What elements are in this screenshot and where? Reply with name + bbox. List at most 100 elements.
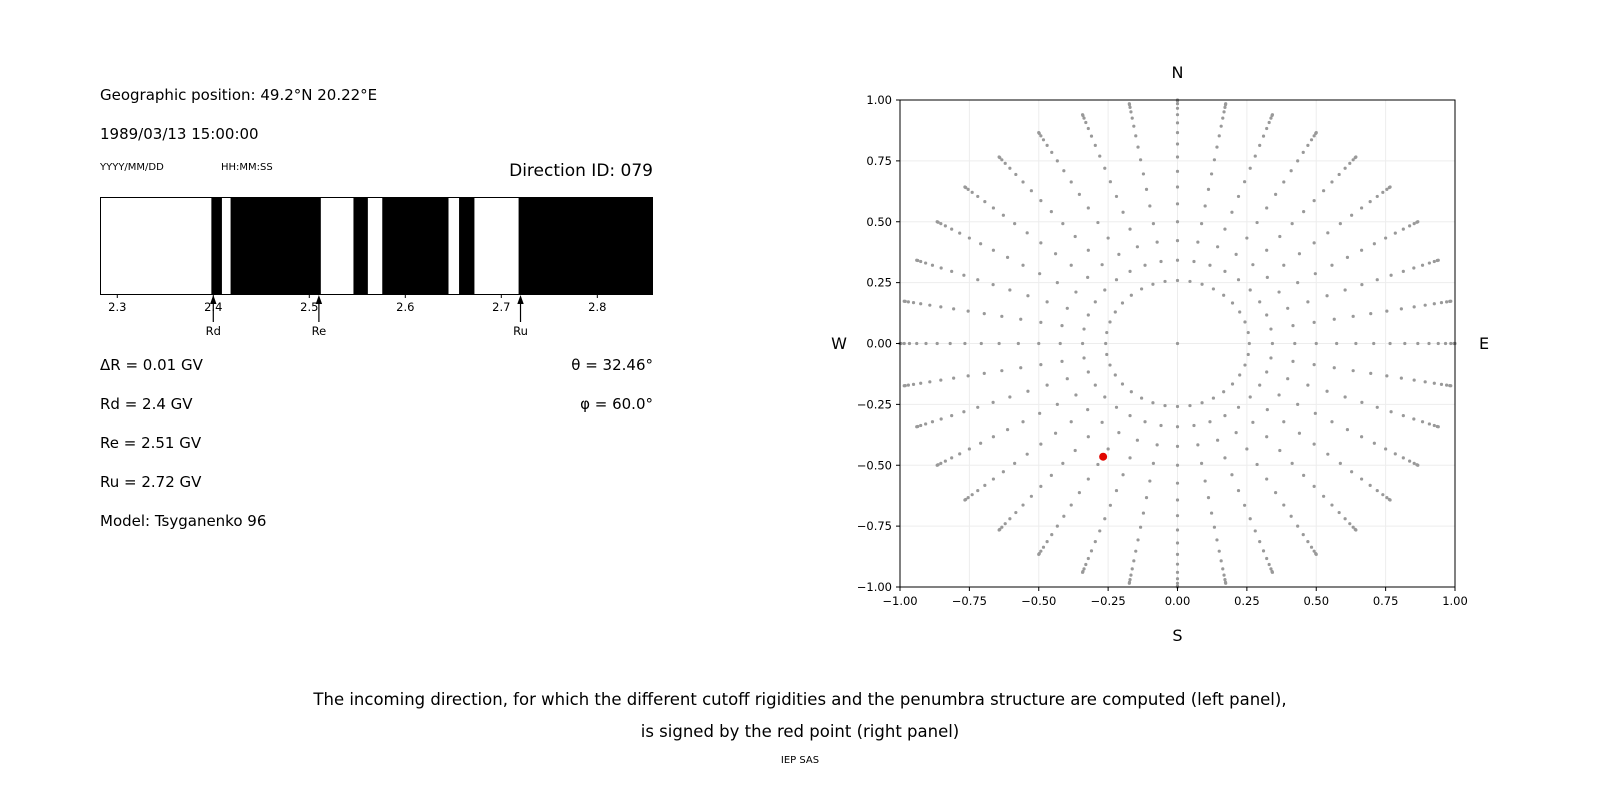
direction-dot: [1248, 288, 1252, 292]
direction-dot: [1061, 221, 1065, 226]
direction-dot: [1211, 287, 1216, 291]
direction-dot: [1003, 161, 1007, 165]
direction-dot: [1359, 206, 1364, 210]
direction-dot: [1019, 317, 1023, 321]
direction-dot: [1175, 238, 1180, 243]
direction-dot: [970, 493, 974, 497]
direction-dot: [1058, 341, 1062, 346]
direction-dot: [1313, 272, 1317, 276]
direction-dot: [1086, 275, 1090, 279]
direction-dot: [1360, 400, 1364, 404]
direction-dot: [1108, 363, 1112, 367]
direction-dot: [1265, 408, 1269, 412]
cutoff-arrow-head: [210, 295, 217, 304]
direction-dot: [952, 307, 956, 311]
direction-dot: [1255, 462, 1259, 467]
compass-west-label: W: [831, 334, 847, 353]
direction-dot: [1238, 310, 1242, 314]
direction-dot: [1445, 383, 1449, 387]
direction-dot: [1049, 473, 1053, 477]
direction-dot: [1234, 252, 1238, 256]
direction-dot: [1041, 545, 1046, 549]
direction-dot: [1245, 236, 1249, 240]
direction-dot: [1001, 470, 1005, 474]
cutoff-arrow-label: Re: [312, 324, 327, 338]
direction-dot: [1330, 263, 1334, 267]
direction-dot: [1209, 172, 1214, 176]
direction-dot: [1055, 281, 1059, 285]
direction-dot: [1293, 341, 1297, 346]
direction-dot: [1222, 110, 1226, 114]
direction-dot: [1269, 327, 1273, 331]
direction-dot: [1127, 102, 1131, 106]
direction-dot: [1251, 263, 1255, 267]
x-tick-label: 2.7: [492, 300, 510, 314]
x-tick-label: 0.50: [1303, 594, 1329, 608]
direction-dot: [1369, 312, 1373, 316]
direction-dot: [1432, 423, 1436, 428]
direction-dot: [1290, 221, 1294, 226]
direction-dot: [1385, 309, 1389, 313]
direction-dot: [1368, 483, 1372, 487]
direction-dot: [1212, 525, 1217, 529]
direction-dot: [1108, 320, 1112, 324]
direction-dot: [1127, 581, 1131, 585]
direction-dot: [1077, 491, 1081, 495]
direction-dot: [1089, 549, 1094, 553]
direction-dot: [1236, 405, 1241, 409]
direction-dot: [1337, 510, 1341, 515]
y-tick-label: 1.00: [866, 93, 892, 107]
re-value: Re = 2.51 GV: [100, 434, 202, 452]
direction-dot: [1175, 341, 1180, 346]
direction-dot: [1332, 366, 1336, 370]
direction-dot: [979, 341, 983, 346]
direction-dot: [1267, 120, 1271, 125]
direction-dot: [935, 463, 939, 467]
direction-dot: [1313, 411, 1317, 415]
direction-dot: [1060, 324, 1064, 328]
direction-dot: [1175, 102, 1180, 106]
direction-dot: [966, 187, 970, 191]
direction-dot: [1008, 395, 1012, 399]
direction-dot: [1309, 545, 1314, 549]
direction-dot: [983, 483, 987, 487]
direction-dot: [1014, 172, 1018, 177]
direction-dot: [1175, 498, 1180, 502]
direction-dot: [962, 410, 966, 414]
direction-dot: [1277, 393, 1281, 397]
direction-dot: [1314, 131, 1318, 135]
direction-dot: [1120, 301, 1125, 305]
direction-dot: [1330, 503, 1334, 507]
direction-dot: [1120, 382, 1125, 386]
direction-dot: [1224, 581, 1228, 585]
direction-dot: [1265, 206, 1269, 210]
direction-dot: [979, 441, 983, 445]
direction-dot: [1113, 373, 1117, 377]
direction-dot: [1223, 414, 1227, 418]
direction-dot: [1175, 404, 1180, 409]
direction-dot: [1255, 220, 1259, 225]
direction-dot: [928, 380, 932, 384]
direction-dot: [1138, 525, 1143, 529]
direction-dot: [1061, 461, 1065, 466]
direction-dot: [1246, 330, 1250, 335]
direction-dot: [1117, 252, 1121, 256]
direction-dot: [1175, 258, 1180, 262]
direction-dot: [1082, 116, 1086, 120]
direction-dot: [1029, 189, 1033, 193]
direction-dot: [1025, 452, 1029, 456]
direction-dot: [924, 341, 928, 346]
direction-dot: [906, 383, 910, 387]
direction-dot: [1105, 330, 1109, 335]
direction-dot: [1038, 272, 1042, 276]
direction-dot: [1253, 529, 1257, 533]
direction-dot: [1055, 402, 1059, 406]
direction-dot: [1129, 293, 1133, 297]
direction-dot: [1325, 294, 1329, 298]
direction-dot: [1296, 281, 1300, 285]
direction-dot: [1114, 488, 1119, 493]
direction-dot: [1132, 559, 1136, 563]
direction-dot: [1045, 383, 1049, 387]
direction-dot: [1449, 341, 1453, 346]
direction-dot: [1278, 234, 1282, 239]
